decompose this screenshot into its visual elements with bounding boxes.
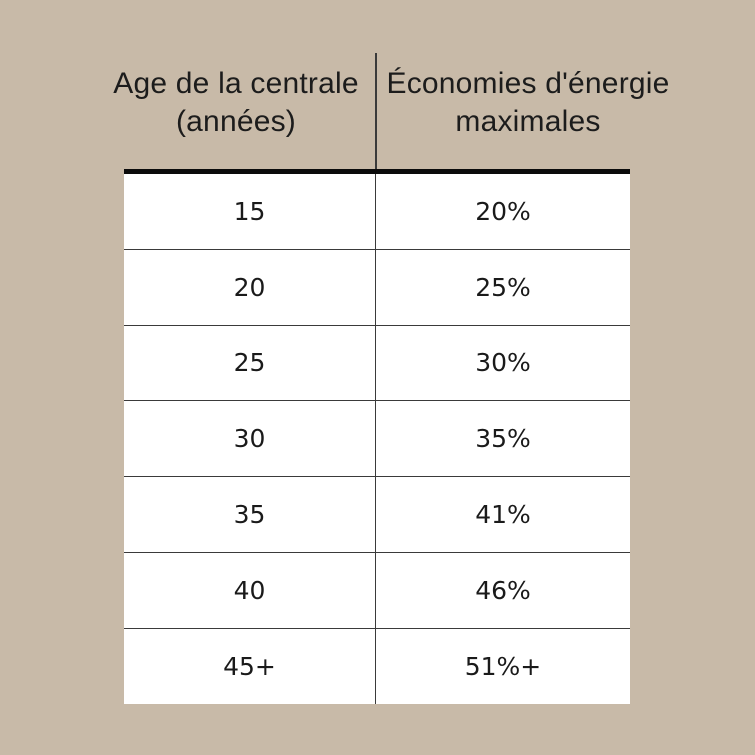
column-header-savings: Économies d'énergie maximales [376,53,680,171]
table-row: 35 41% [124,476,630,553]
column-header-age-line2: (années) [175,105,296,138]
table-row: 25 30% [124,325,630,402]
table-row: 20 25% [124,249,630,326]
cell-age: 20 [124,249,376,326]
table-row: 40 46% [124,552,630,629]
table-top-rule [124,169,630,174]
data-table: 15 20% 20 25% 25 30% 30 35% 35 41% 40 46… [124,174,630,704]
table-row: 45+ 51%+ [124,628,630,704]
cell-age: 40 [124,552,376,629]
column-header-age-line1: Age de la centrale [113,67,359,100]
cell-savings: 20% [375,174,630,250]
cell-savings: 30% [375,325,630,402]
table-row: 15 20% [124,174,630,250]
cell-age: 30 [124,400,376,478]
table-row: 30 35% [124,400,630,478]
data-table-container: 15 20% 20 25% 25 30% 30 35% 35 41% 40 46… [124,169,630,704]
table-header: Age de la centrale (années) Économies d'… [100,53,680,171]
cell-savings: 25% [375,249,630,326]
column-header-savings-line2: maximales [455,105,601,138]
cell-savings: 35% [375,400,630,478]
column-header-age: Age de la centrale (années) [100,53,372,171]
column-header-savings-line1: Économies d'énergie [386,67,670,100]
cell-savings: 41% [375,476,630,553]
cell-savings: 46% [375,552,630,629]
cell-age: 15 [124,174,376,250]
header-divider [375,53,377,171]
cell-age: 25 [124,325,376,402]
cell-savings: 51%+ [464,651,542,681]
cell-age: 35 [124,476,376,553]
cell-age: 45+ [124,628,376,704]
